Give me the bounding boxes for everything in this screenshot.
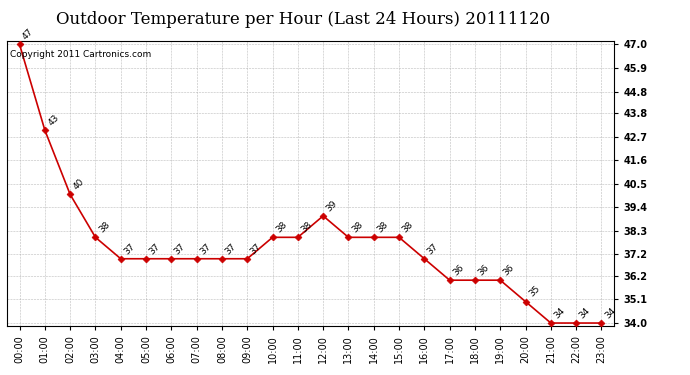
Text: 40: 40 — [72, 177, 86, 192]
Text: 36: 36 — [451, 263, 466, 278]
Text: 34: 34 — [603, 306, 618, 320]
Text: 38: 38 — [274, 220, 288, 234]
Text: 38: 38 — [350, 220, 364, 234]
Text: 35: 35 — [527, 284, 542, 299]
Text: 37: 37 — [172, 242, 187, 256]
Text: 37: 37 — [122, 242, 137, 256]
Text: 38: 38 — [400, 220, 415, 234]
Text: 37: 37 — [198, 242, 213, 256]
Text: 37: 37 — [426, 242, 440, 256]
Text: Copyright 2011 Cartronics.com: Copyright 2011 Cartronics.com — [10, 50, 151, 59]
Text: 39: 39 — [324, 199, 339, 213]
Text: 38: 38 — [375, 220, 390, 234]
Text: 36: 36 — [476, 263, 491, 278]
Text: 38: 38 — [97, 220, 111, 234]
Text: 37: 37 — [248, 242, 263, 256]
Text: 37: 37 — [148, 242, 162, 256]
Text: 36: 36 — [502, 263, 516, 278]
Text: 34: 34 — [552, 306, 566, 320]
Text: Outdoor Temperature per Hour (Last 24 Hours) 20111120: Outdoor Temperature per Hour (Last 24 Ho… — [57, 11, 551, 28]
Text: 37: 37 — [224, 242, 238, 256]
Text: 34: 34 — [578, 306, 592, 320]
Text: 47: 47 — [21, 27, 35, 42]
Text: 43: 43 — [46, 113, 61, 128]
Text: 38: 38 — [299, 220, 314, 234]
